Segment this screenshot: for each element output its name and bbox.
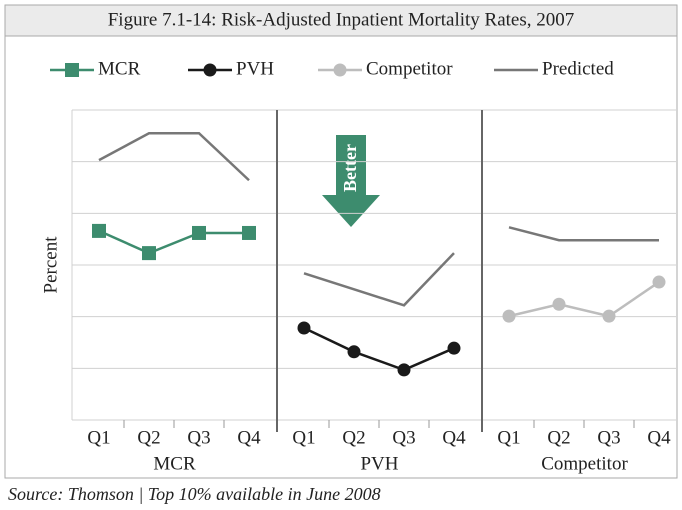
x-tick-label: Q2 bbox=[547, 427, 570, 448]
source: Source: Thomson | Top 10% available in J… bbox=[8, 484, 381, 504]
x-tick-label: Q1 bbox=[497, 427, 520, 448]
marker bbox=[92, 223, 106, 238]
x-tick-label: Q1 bbox=[292, 427, 315, 448]
series-line bbox=[98, 229, 249, 255]
marker bbox=[203, 63, 217, 77]
chart-title: Figure 7.1-14: Risk-Adjusted Inpatient M… bbox=[108, 9, 575, 30]
x-tick-label: Q4 bbox=[647, 427, 671, 448]
marker bbox=[397, 363, 411, 377]
predicted-line bbox=[508, 226, 659, 242]
predicted-line bbox=[303, 252, 455, 307]
marker bbox=[297, 321, 311, 335]
series-line bbox=[303, 326, 455, 372]
x-tick-label: Q1 bbox=[87, 427, 110, 448]
x-tick-label: Q3 bbox=[597, 427, 620, 448]
legend-label: Predicted bbox=[542, 58, 614, 79]
panel-label: MCR bbox=[153, 453, 196, 474]
legend-label: PVH bbox=[236, 58, 274, 79]
panel-label: PVH bbox=[360, 453, 398, 474]
legend-label: MCR bbox=[98, 58, 141, 79]
annotation: Better bbox=[340, 144, 360, 192]
better-arrow: Better bbox=[322, 135, 380, 227]
marker bbox=[552, 297, 566, 311]
title-band bbox=[4, 4, 678, 37]
marker bbox=[333, 63, 347, 77]
y-axis-label: Percent bbox=[40, 236, 61, 294]
x-tick-label: Q4 bbox=[442, 427, 466, 448]
marker bbox=[192, 225, 206, 240]
marker bbox=[65, 63, 79, 77]
x-tick-label: Q2 bbox=[137, 427, 160, 448]
predicted-line bbox=[98, 132, 250, 182]
panel-label: Competitor bbox=[541, 453, 628, 474]
marker bbox=[502, 309, 516, 323]
series-line bbox=[508, 281, 660, 318]
x-tick-label: Q3 bbox=[187, 427, 210, 448]
legend-label: Competitor bbox=[366, 58, 453, 79]
marker bbox=[447, 341, 461, 355]
x-tick-label: Q3 bbox=[392, 427, 415, 448]
marker bbox=[142, 246, 156, 261]
marker bbox=[602, 309, 616, 323]
x-tick-label: Q4 bbox=[237, 427, 261, 448]
marker bbox=[242, 225, 256, 240]
x-tick-label: Q2 bbox=[342, 427, 365, 448]
marker bbox=[347, 345, 361, 359]
marker bbox=[652, 275, 666, 289]
